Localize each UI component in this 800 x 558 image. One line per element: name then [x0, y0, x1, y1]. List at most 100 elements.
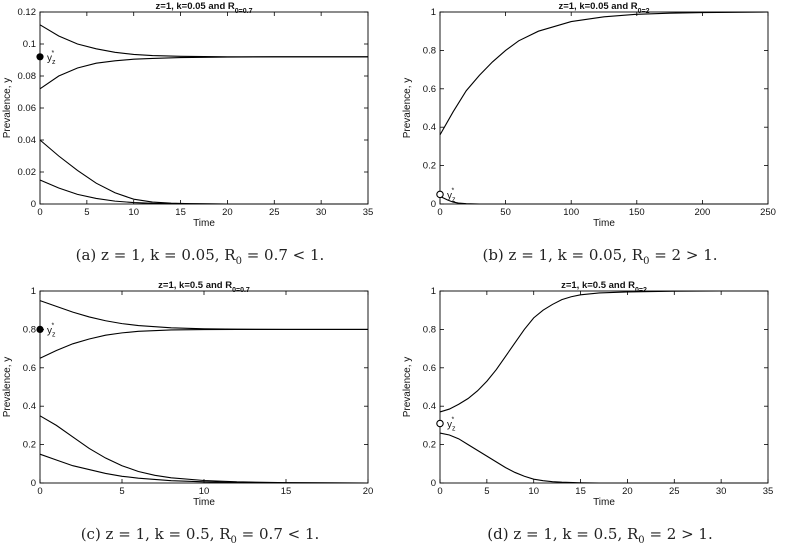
figure-panel-d: z=1, k=0.5 and R0=2 0 5 10 15 20 25 30 35 0 0.2 0.4…: [400, 279, 800, 558]
series-line: [39, 24, 368, 58]
series-line: [39, 453, 369, 484]
y-tick-label: 0.2: [423, 161, 436, 172]
y-tick-label: 0.06: [18, 103, 37, 114]
figure-panel-b: z=1, k=0.05 and R0=2 0 50 100 150 200 250 0 0.2 0…: [400, 0, 800, 279]
series-line: [439, 290, 768, 413]
chart-title: z=1, k=0.5 and R0=0.7: [158, 280, 250, 294]
x-tick-label: 35: [363, 207, 374, 218]
y-tick-label: 0.1: [23, 39, 36, 50]
x-axis-label: Time: [193, 497, 215, 508]
series-line: [39, 415, 369, 484]
x-tick-label: 25: [269, 207, 280, 218]
y-tick-label: 0.02: [18, 167, 37, 178]
y-tick-label: 0: [431, 478, 436, 489]
y-tick-label: 0.12: [18, 7, 37, 18]
y-tick-label: 0.4: [23, 401, 36, 412]
x-tick-label: 5: [119, 486, 124, 497]
y-tick-label: 1: [31, 286, 36, 297]
y-tick-label: 0.2: [23, 440, 36, 451]
series-line: [39, 328, 368, 359]
y-tick-label: 1: [431, 286, 436, 297]
chart-title: z=1, k=0.05 and R0=2: [558, 1, 649, 15]
axes-frame: [439, 290, 769, 484]
y-tick-label: 0.04: [18, 135, 37, 146]
equilibrium-marker: [436, 419, 444, 428]
y-tick-label: 0: [31, 478, 36, 489]
equilibrium-marker: [36, 53, 44, 61]
caption-b: (b) z = 1, k = 0.05, R0 = 2 > 1.: [400, 246, 800, 267]
x-tick-label: 30: [316, 207, 327, 218]
figure-panel-a: z=1, k=0.05 and R0=0.7 0 5 10 15 20 25 30 35 0 0.0…: [0, 0, 400, 279]
equilibrium-label: yz*: [47, 322, 56, 338]
series-line: [39, 300, 368, 330]
y-tick-label: 0: [431, 199, 436, 210]
x-tick-label: 10: [199, 486, 210, 497]
x-tick-label: 15: [575, 486, 586, 497]
y-tick-label: 0.08: [18, 71, 37, 82]
caption-d-text: (d) z = 1, k = 0.5, R0 = 2 > 1.: [487, 525, 713, 546]
x-tick-label: 0: [437, 486, 442, 497]
y-tick-label: 0.6: [23, 363, 36, 374]
x-tick-label: 10: [528, 486, 539, 497]
equilibrium-marker: [436, 190, 444, 199]
x-tick-label: 15: [175, 207, 186, 218]
chart-panel-d: z=1, k=0.5 and R0=2 0 5 10 15 20 25 30 35 0 0.2 0.4…: [402, 280, 774, 508]
chart-panel-a: z=1, k=0.05 and R0=0.7 0 5 10 15 20 25 30 35 0 0.0…: [2, 1, 374, 229]
series-line: [39, 56, 368, 90]
caption-a: (a) z = 1, k = 0.05, R0 = 0.7 < 1.: [0, 246, 400, 267]
y-tick-label: 0.4: [423, 401, 436, 412]
y-axis-label: Prevalence, y: [402, 357, 413, 418]
series-line: [39, 179, 368, 205]
x-tick-label: 5: [84, 207, 89, 218]
x-axis-label: Time: [593, 497, 615, 508]
x-tick-label: 10: [128, 207, 139, 218]
chart-title: z=1, k=0.05 and R0=0.7: [156, 1, 253, 15]
axes-frame: [39, 11, 369, 205]
y-tick-label: 0.8: [423, 45, 436, 56]
chart-title: z=1, k=0.5 and R0=2: [561, 280, 647, 294]
caption-a-text: (a) z = 1, k = 0.05, R0 = 0.7 < 1.: [75, 246, 325, 267]
x-tick-label: 15: [281, 486, 292, 497]
x-tick-label: 5: [484, 486, 489, 497]
x-tick-label: 35: [763, 486, 774, 497]
x-tick-label: 30: [716, 486, 727, 497]
figure-panel-c: z=1, k=0.5 and R0=0.7 0 5 10 15 20 0 0.2 0.4 0.6 0…: [0, 279, 400, 558]
x-tick-label: 100: [563, 207, 579, 218]
x-tick-label: 200: [694, 207, 710, 218]
series-line: [439, 195, 768, 205]
chart-panel-b: z=1, k=0.05 and R0=2 0 50 100 150 200 250 0 0.2 0…: [402, 1, 776, 229]
caption-c: (c) z = 1, k = 0.5, R0 = 0.7 < 1.: [0, 525, 400, 546]
chart-panel-c: z=1, k=0.5 and R0=0.7 0 5 10 15 20 0 0.2 0.4 0.6 0…: [2, 280, 374, 508]
equilibrium-label: yz*: [447, 416, 456, 432]
x-tick-label: 20: [363, 486, 374, 497]
axes-frame: [39, 290, 369, 484]
x-tick-label: 25: [669, 486, 680, 497]
caption-d: (d) z = 1, k = 0.5, R0 = 2 > 1.: [400, 525, 800, 546]
x-tick-label: 0: [37, 207, 42, 218]
axes-frame: [439, 11, 769, 205]
y-axis-label: Prevalence, y: [2, 78, 13, 139]
y-tick-label: 0.8: [23, 324, 36, 335]
y-tick-label: 0.6: [423, 84, 436, 95]
y-tick-label: 0.8: [423, 324, 436, 335]
y-axis-label: Prevalence, y: [402, 78, 413, 139]
caption-c-text: (c) z = 1, k = 0.5, R0 = 0.7 < 1.: [80, 525, 320, 546]
x-axis-label: Time: [193, 218, 215, 229]
x-tick-label: 150: [629, 207, 645, 218]
equilibrium-marker: [36, 325, 44, 333]
x-tick-label: 50: [500, 207, 511, 218]
y-tick-label: 0.4: [423, 122, 436, 133]
caption-b-text: (b) z = 1, k = 0.05, R0 = 2 > 1.: [482, 246, 718, 267]
y-axis-label: Prevalence, y: [2, 357, 13, 418]
series-line: [39, 139, 368, 205]
x-axis-label: Time: [593, 218, 615, 229]
y-tick-label: 0.2: [423, 440, 436, 451]
x-tick-label: 20: [622, 486, 633, 497]
y-tick-label: 1: [431, 7, 436, 18]
x-tick-label: 250: [760, 207, 776, 218]
y-tick-label: 0.6: [423, 363, 436, 374]
series-line: [439, 432, 768, 484]
x-tick-label: 0: [37, 486, 42, 497]
equilibrium-label: yz*: [47, 50, 56, 66]
series-line: [439, 11, 769, 136]
